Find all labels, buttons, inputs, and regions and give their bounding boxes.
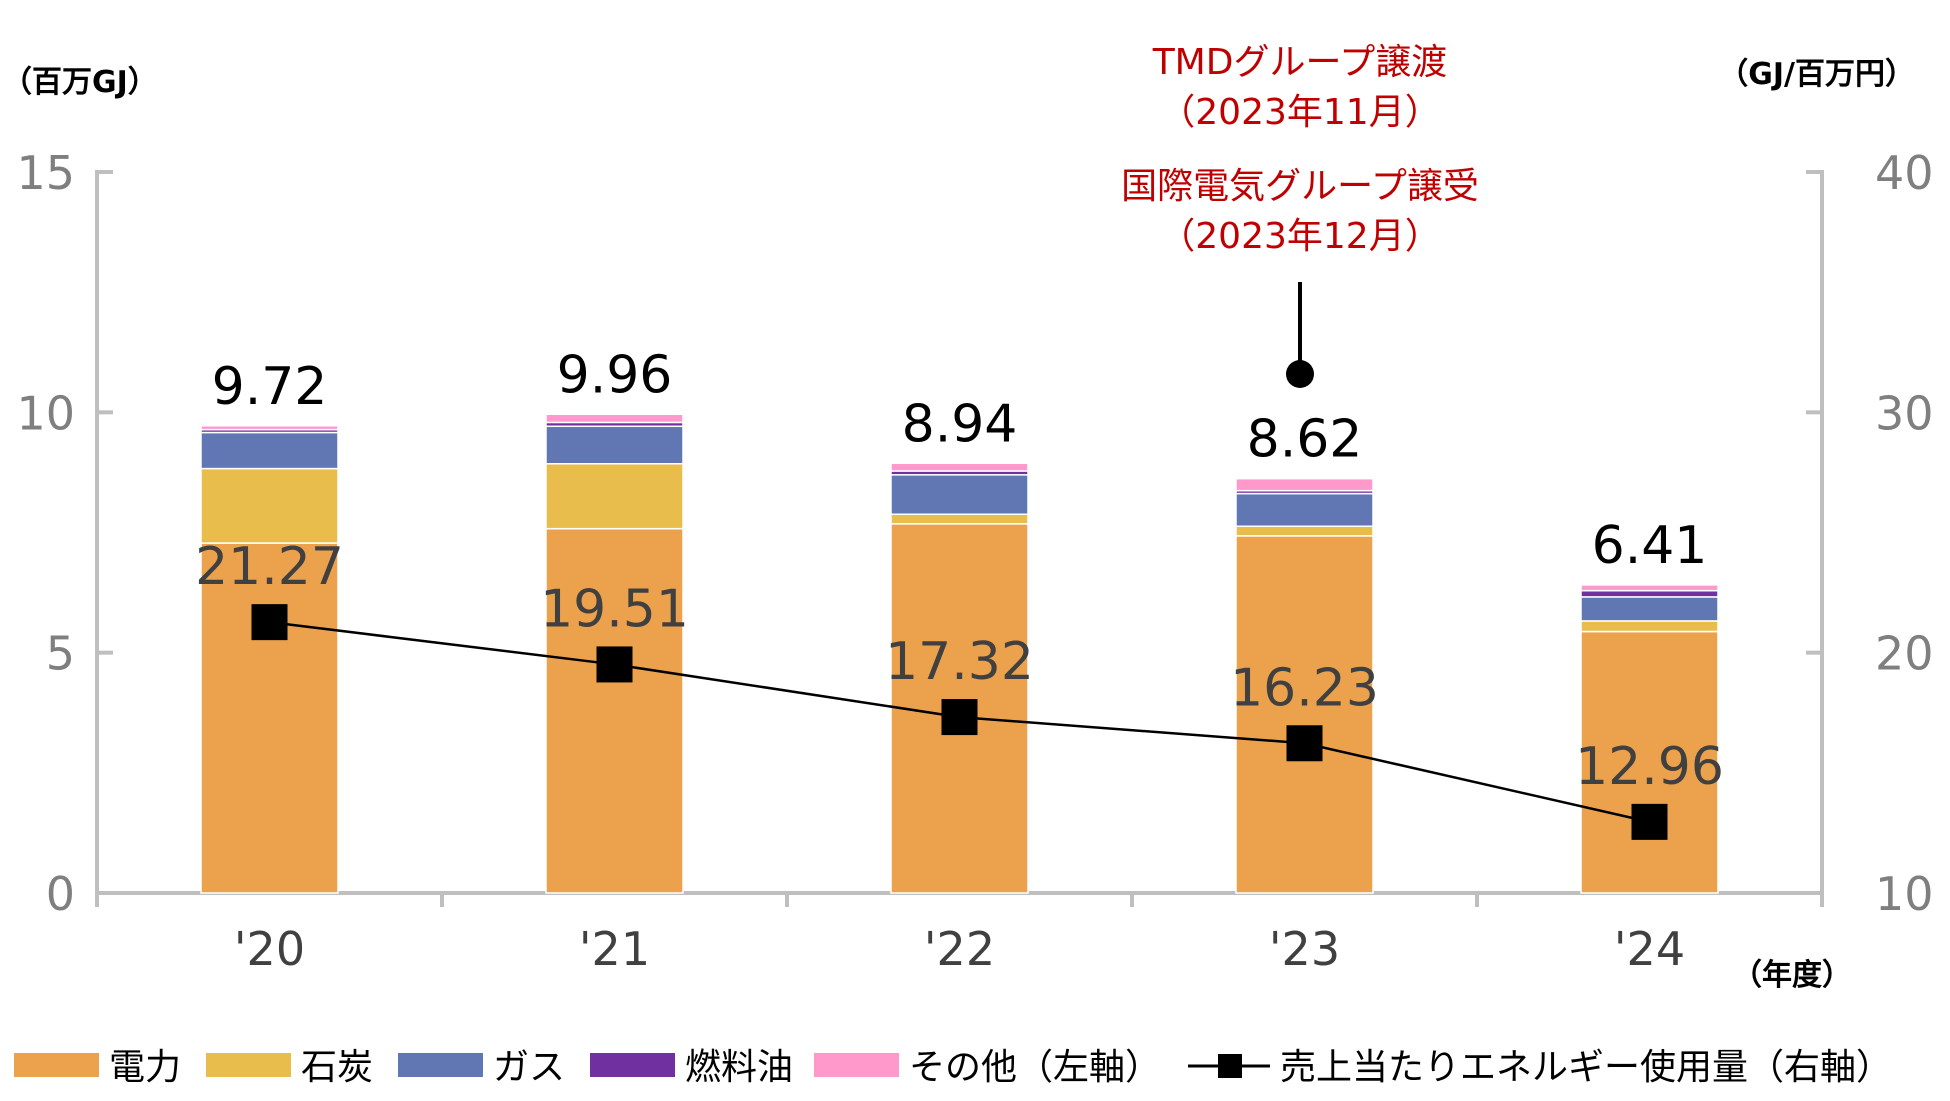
annotation-line-3: 国際電気グループ譲受: [1121, 166, 1479, 207]
bar-segment: [1235, 477, 1374, 492]
legend-swatch: [206, 1053, 291, 1077]
right-tick-label: 30: [1875, 386, 1934, 440]
x-tick-label: '23: [1269, 922, 1340, 976]
legend-label: その他（左軸）: [909, 1047, 1161, 1088]
bar-segment: [200, 467, 339, 544]
annotation-line-4: （2023年12月）: [1159, 216, 1440, 257]
legend-label: ガス: [493, 1047, 565, 1088]
bar-segment: [1580, 589, 1719, 598]
bar-segment: [545, 413, 684, 424]
bar-segment: [1235, 492, 1374, 528]
bar-segment: [200, 425, 339, 431]
bar-segment: [890, 474, 1029, 515]
event-annotation: TMDグループ譲渡 （2023年11月） 国際電気グループ譲受 （2023年12…: [1121, 42, 1479, 388]
bar-segment: [1580, 630, 1719, 894]
legend-swatch: [14, 1053, 99, 1077]
right-tick-label: 20: [1875, 627, 1934, 681]
bar-total-label: 9.96: [557, 345, 673, 405]
line-marker: [941, 699, 978, 736]
left-axis-title: （百万GJ）: [2, 65, 158, 100]
bar-segment: [890, 462, 1029, 472]
line-value-label: 16.23: [1230, 658, 1379, 718]
bar-total-label: 9.72: [212, 357, 328, 417]
line-value-label: 12.96: [1575, 737, 1724, 797]
legend-label: 売上当たりエネルギー使用量（右軸）: [1280, 1047, 1892, 1088]
bar-segment: [545, 425, 684, 465]
bar-total-label: 8.62: [1247, 410, 1363, 470]
line-marker: [596, 646, 633, 683]
left-tick-label: 5: [46, 627, 75, 681]
line-value-label: 17.32: [885, 632, 1034, 692]
bar-segment: [200, 431, 339, 470]
bar-segment: [545, 463, 684, 530]
x-tick-label: '21: [579, 922, 650, 976]
right-tick-label: 10: [1875, 867, 1934, 921]
x-tick-label: '22: [924, 922, 995, 976]
bar-total-label: 6.41: [1592, 516, 1708, 576]
x-tick-label: '24: [1614, 922, 1685, 976]
x-tick-label: '20: [234, 922, 305, 976]
bar-segment: [1580, 620, 1719, 633]
legend-swatch: [590, 1053, 675, 1077]
annotation-line-2: （2023年11月）: [1159, 92, 1440, 133]
bar-total-label: 8.94: [902, 394, 1018, 454]
line-marker: [1631, 803, 1668, 840]
x-axis-title: （年度）: [1732, 958, 1852, 993]
bar-segment: [545, 527, 684, 894]
right-tick-label: 40: [1875, 146, 1934, 200]
annotation-pointer-dot: [1286, 360, 1314, 388]
legend-swatch: [814, 1053, 899, 1077]
bar-segment: [1580, 584, 1719, 592]
legend-label: 石炭: [301, 1047, 373, 1088]
bar-segment: [1580, 596, 1719, 622]
legend-label: 電力: [109, 1047, 181, 1088]
left-tick-label: 0: [46, 867, 75, 921]
line-marker: [251, 604, 288, 641]
left-tick-label: 10: [16, 386, 75, 440]
legend-swatch: [398, 1053, 483, 1077]
line-value-label: 19.51: [540, 579, 689, 639]
bar-segment: [1235, 535, 1374, 894]
bar-segment: [890, 513, 1029, 525]
legend-line-marker: [1218, 1054, 1242, 1078]
line-marker: [1286, 725, 1323, 762]
line-value-label: 21.27: [195, 537, 344, 597]
right-axis-title: （GJ/百万円）: [1718, 57, 1915, 92]
legend-label: 燃料油: [685, 1047, 793, 1088]
bar-segment: [1235, 525, 1374, 537]
annotation-line-1: TMDグループ譲渡: [1152, 42, 1448, 83]
left-tick-label: 15: [16, 146, 75, 200]
